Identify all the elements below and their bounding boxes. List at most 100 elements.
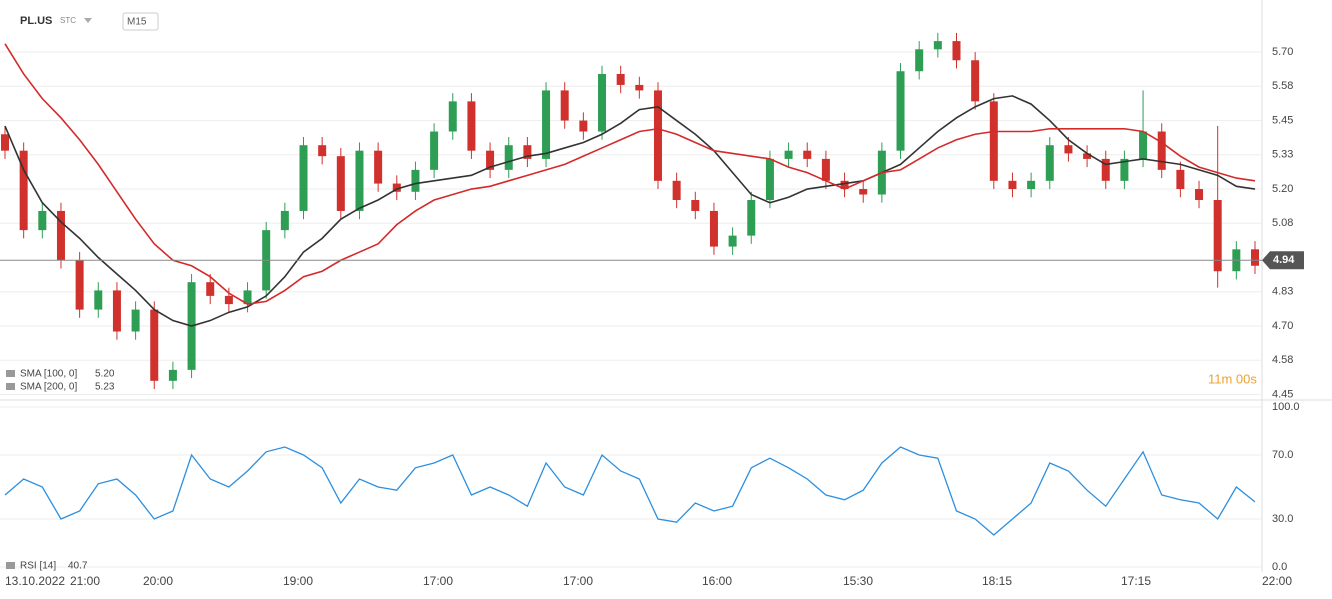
candle-body: [94, 290, 103, 310]
rsi-line: [4, 446, 1256, 536]
legend-name: SMA [100, 0]: [20, 369, 77, 380]
y-tick-label: 0.0: [1272, 561, 1287, 573]
candle-body: [243, 290, 252, 305]
legend-icon: [6, 562, 15, 569]
candle-body: [1, 134, 9, 151]
current-price-box: [1262, 251, 1304, 270]
sma-line: [4, 43, 1256, 305]
candle-body: [989, 101, 998, 181]
sma-line: [4, 95, 1256, 327]
candle-body: [1139, 131, 1148, 159]
y-tick-label: 4.45: [1272, 388, 1293, 400]
time-label: 22:00: [1262, 574, 1292, 588]
candle-body: [336, 156, 345, 211]
time-label: 21:00: [70, 574, 100, 588]
candle-body: [616, 73, 625, 85]
legend-name: RSI [14]: [20, 561, 56, 572]
y-tick-label: 70.0: [1272, 449, 1293, 461]
candle-body: [523, 145, 532, 159]
candle-body: [598, 73, 607, 132]
interval-button[interactable]: [122, 12, 159, 31]
candle-body: [448, 101, 457, 132]
y-tick-label: 4.83: [1272, 286, 1293, 298]
candle-body: [168, 369, 177, 381]
legend-value: 5.20: [95, 369, 115, 380]
candle-body: [915, 49, 924, 72]
time-label: 17:00: [563, 574, 593, 588]
candle-body: [896, 71, 905, 151]
candle-body: [224, 295, 233, 305]
time-label: 13.10.2022: [5, 574, 65, 588]
candle-body: [728, 235, 737, 247]
candle-body: [747, 200, 756, 236]
y-tick-label: 4.70: [1272, 320, 1293, 332]
candle-body: [1157, 131, 1166, 170]
y-tick-label: 5.08: [1272, 217, 1293, 229]
legend-value: 40.7: [68, 561, 88, 572]
candle-body: [318, 145, 327, 157]
legend-icon: [6, 383, 15, 390]
interval[interactable]: M15: [127, 17, 147, 28]
candle-body: [971, 60, 980, 102]
y-tick-label: 100.0: [1272, 401, 1300, 413]
candle-body: [1251, 249, 1259, 266]
candle-body: [1195, 189, 1204, 200]
candle-body: [299, 145, 308, 211]
candle-body: [467, 101, 476, 151]
time-label: 20:00: [143, 574, 173, 588]
candle-body: [486, 150, 495, 170]
candle-body: [821, 158, 830, 181]
market: STC: [60, 16, 76, 25]
candle-body: [1083, 153, 1092, 159]
candle-body: [784, 150, 793, 159]
candle-body: [1045, 145, 1054, 181]
candle-body: [56, 210, 65, 261]
candle-body: [840, 180, 849, 190]
y-tick-label: 4.58: [1272, 354, 1293, 366]
candle-body: [1176, 169, 1185, 190]
candle-body: [374, 150, 383, 184]
time-label: 17:00: [423, 574, 453, 588]
candle-body: [392, 183, 401, 192]
y-tick-label: 5.45: [1272, 114, 1293, 126]
candle-body: [1213, 200, 1222, 272]
candle-body: [952, 41, 961, 61]
current-price: 4.94: [1273, 254, 1295, 266]
candle-body: [765, 158, 774, 200]
candle-body: [19, 150, 28, 231]
candle-body: [560, 90, 569, 121]
candle-body: [672, 180, 681, 200]
candle-body: [280, 210, 289, 231]
candle-body: [803, 150, 812, 159]
y-tick-label: 5.20: [1272, 183, 1293, 195]
time-label: 16:00: [702, 574, 732, 588]
candle-body: [75, 260, 84, 310]
candle-body: [1008, 180, 1017, 190]
time-label: 15:30: [843, 574, 873, 588]
candle-body: [355, 150, 364, 211]
candle-body: [206, 282, 215, 296]
time-label: 17:15: [1121, 574, 1151, 588]
candle-body: [430, 131, 439, 170]
y-tick-label: 5.70: [1272, 46, 1293, 58]
candle-body: [933, 41, 942, 50]
legend-icon: [6, 370, 15, 377]
candle-body: [1064, 145, 1073, 154]
candle-body: [150, 309, 159, 381]
candle-body: [411, 169, 420, 192]
candle-body: [579, 120, 588, 132]
legend-value: 5.23: [95, 382, 115, 393]
candle-body: [635, 84, 644, 91]
y-tick-label: 30.0: [1272, 513, 1293, 525]
candle-body: [542, 90, 551, 159]
candle-body: [691, 200, 700, 211]
y-tick-label: 5.33: [1272, 149, 1293, 161]
candle-body: [38, 210, 47, 231]
dropdown-arrow[interactable]: [84, 18, 92, 23]
time-label: 18:15: [982, 574, 1012, 588]
symbol: PL.US: [20, 15, 52, 27]
candle-body: [1120, 158, 1129, 181]
legend-name: SMA [200, 0]: [20, 382, 77, 393]
candle-body: [1101, 158, 1110, 181]
